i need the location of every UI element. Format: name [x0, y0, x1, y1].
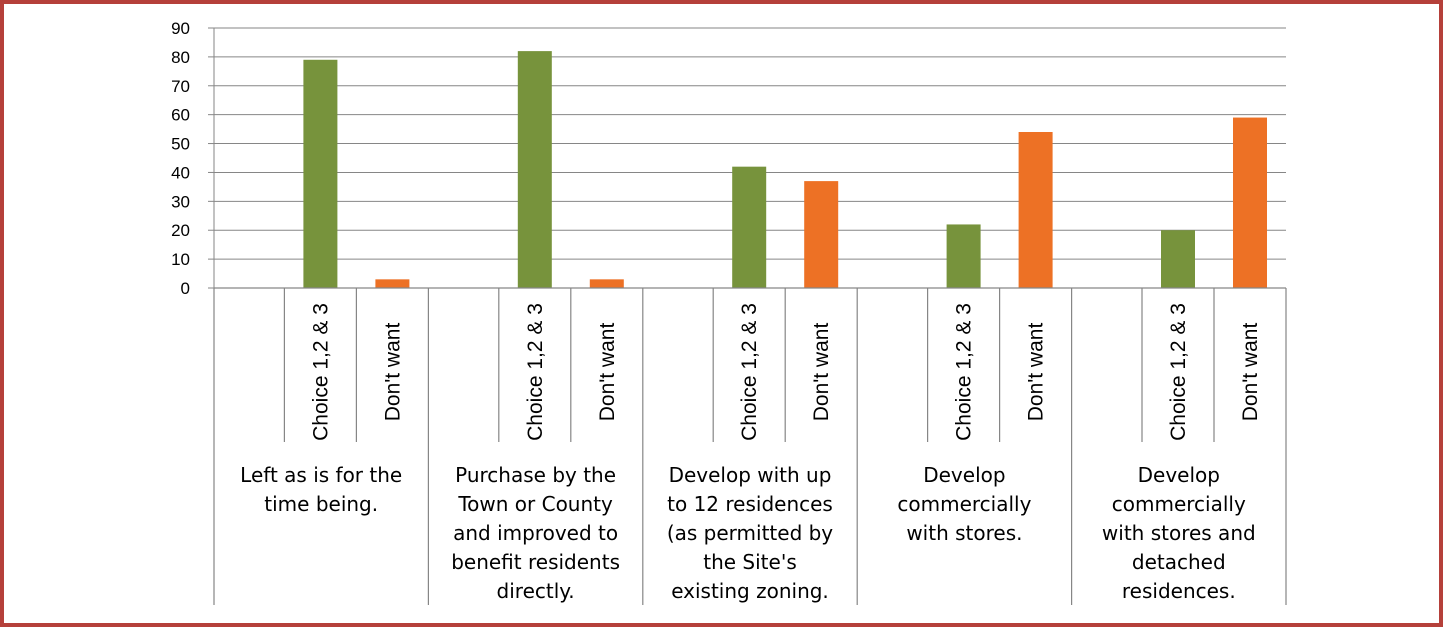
group-label: residences. — [1122, 579, 1236, 603]
group-label: with stores. — [906, 521, 1022, 545]
group-label: commercially — [897, 492, 1031, 516]
group-label: to 12 residences — [667, 492, 833, 516]
group-label: Develop with up — [669, 463, 832, 487]
sub-category-label: Choice 1,2 & 3 — [738, 303, 761, 441]
sub-category-label: Choice 1,2 & 3 — [1167, 303, 1190, 441]
group-label: the Site's — [703, 550, 797, 574]
sub-category-label: Choice 1,2 & 3 — [524, 303, 547, 441]
group-label: and improved to — [453, 521, 618, 545]
sub-category-label: Choice 1,2 & 3 — [953, 303, 976, 441]
bar — [303, 59, 338, 289]
y-tick-label: 10 — [171, 250, 190, 269]
group-label: (as permitted by — [667, 521, 833, 545]
y-tick-label: 80 — [171, 48, 190, 67]
sub-category-label: Don't want — [596, 323, 619, 422]
y-tick-label: 40 — [171, 163, 190, 182]
bar — [517, 51, 552, 288]
sub-category-label: Don't want — [1025, 323, 1048, 422]
group-label: Develop — [1138, 463, 1220, 487]
group-label: Develop — [923, 463, 1005, 487]
y-tick-label: 70 — [171, 77, 190, 96]
group-label: directly. — [497, 579, 575, 603]
y-tick-label: 30 — [171, 192, 190, 211]
bar — [804, 181, 839, 288]
sub-category-label: Don't want — [381, 323, 404, 422]
sub-category-label: Don't want — [810, 323, 833, 422]
y-tick-label: 60 — [171, 106, 190, 125]
y-tick-label: 90 — [171, 19, 190, 38]
bar — [589, 279, 624, 288]
bar — [375, 279, 410, 288]
group-label: Purchase by the — [455, 463, 616, 487]
bar — [1233, 117, 1267, 288]
group-label: time being. — [264, 492, 378, 516]
group-label: Town or County — [457, 492, 613, 516]
group-label: commercially — [1112, 492, 1246, 516]
y-tick-label: 0 — [181, 279, 190, 298]
group-label: Left as is for the — [240, 463, 402, 487]
bar — [732, 166, 767, 288]
sub-category-label: Don't want — [1239, 323, 1262, 422]
group-label: existing zoning. — [671, 579, 829, 603]
group-label: with stores and — [1102, 521, 1256, 545]
group-label: benefit residents — [451, 550, 620, 574]
bar — [1018, 132, 1053, 288]
group-label: detached — [1132, 550, 1226, 574]
sub-category-label: Choice 1,2 & 3 — [309, 303, 332, 441]
bar — [1161, 230, 1195, 288]
y-tick-label: 50 — [171, 135, 190, 154]
y-tick-label: 20 — [171, 221, 190, 240]
bar — [946, 224, 981, 288]
